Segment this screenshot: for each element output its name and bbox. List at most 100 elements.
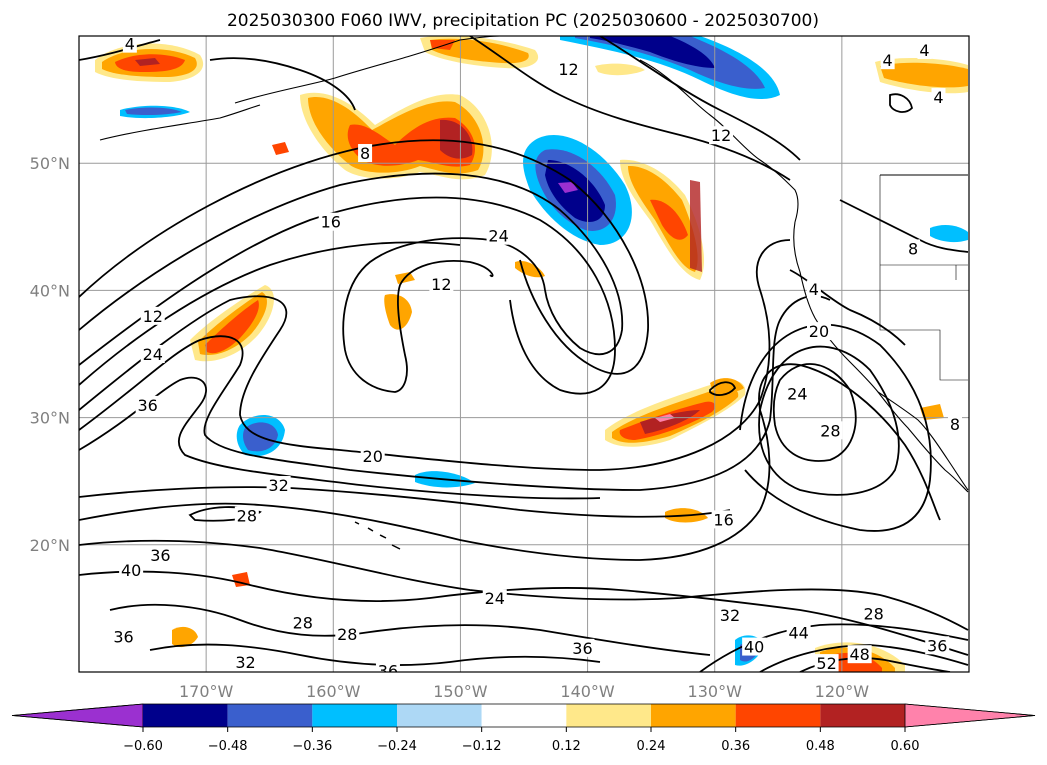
- iwv-contour-line: [79, 139, 649, 375]
- lon-tick-label: 150°W: [433, 682, 488, 701]
- iwv-contour-line: [109, 603, 711, 656]
- iwv-contour-line: [79, 172, 624, 393]
- contour-label-halo: [135, 395, 160, 414]
- contour-label: 24: [485, 589, 505, 608]
- positive-anomaly-blob: [640, 410, 700, 434]
- iwv-contour-line: [188, 506, 262, 522]
- contour-label: 12: [558, 60, 578, 79]
- lon-tick-label: 130°W: [688, 682, 743, 701]
- contour-label: 8: [908, 239, 918, 258]
- contour-label: 40: [121, 561, 141, 580]
- baja-peninsula: [877, 391, 969, 491]
- contour-label-halo: [806, 280, 821, 299]
- contour-label: 28: [237, 507, 257, 526]
- contour-label: 8: [360, 144, 370, 163]
- colorbar-tick-label: −0.36: [292, 739, 332, 754]
- colorbar-cell: [312, 704, 397, 727]
- colorbar-cell: [397, 704, 482, 727]
- contour-label: 36: [572, 639, 592, 658]
- contour-label: 28: [293, 613, 313, 632]
- colorbar-ticks: −0.60 −0.48 −0.36 −0.24 −0.12 0.12 0.24 0.36 0.4…: [123, 727, 919, 754]
- iwv-contour-line: [699, 623, 969, 672]
- contour-label-halo: [140, 306, 165, 325]
- iwv-contour-line: [79, 241, 461, 386]
- contour-label-halo: [717, 605, 742, 624]
- iwv-contour-line: [889, 93, 913, 113]
- contour-label: 36: [927, 636, 947, 655]
- chart-title: 2025030300 F060 IWV, precipitation PC (2…: [227, 11, 819, 31]
- colorbar-tick-label: −0.24: [377, 739, 417, 754]
- latitude-axis: 20°N 30°N 40°N 50°N: [30, 154, 70, 555]
- iwv-contour-line: [79, 539, 969, 631]
- positive-anomaly-blob: [135, 58, 160, 66]
- contour-label-halo: [814, 654, 839, 672]
- iwv-contour-line: [79, 376, 601, 500]
- iwv-contour-line: [79, 196, 616, 395]
- colorbar-tick-label: 0.48: [806, 739, 835, 754]
- colorbar-tick-label: 0.36: [721, 739, 750, 754]
- contour-label: 12: [711, 126, 731, 145]
- colorbar-tick-label: 0.12: [552, 739, 581, 754]
- us-state-borders: [879, 175, 968, 381]
- alaska-panhandle: [639, 59, 799, 223]
- contour-label: 36: [378, 662, 398, 681]
- contour-label: 8: [950, 415, 960, 434]
- iwv-contour-line: [758, 345, 900, 496]
- contour-label: 24: [488, 227, 508, 246]
- contour-label-halo: [906, 239, 921, 258]
- contour-label-halo: [375, 661, 400, 672]
- contour-label-halo: [861, 604, 886, 623]
- colorbar-cell: [651, 704, 736, 727]
- contour-label-halo: [119, 561, 144, 580]
- colorbar-tick-label: 0.24: [637, 739, 666, 754]
- contour-label-halo: [818, 421, 843, 440]
- colorbar-tick-label: −0.60: [123, 739, 163, 754]
- contour-label-halo: [880, 51, 895, 70]
- contour-label: 44: [788, 624, 808, 643]
- contour-label: 32: [235, 653, 255, 672]
- colorbar-cell: [820, 704, 905, 727]
- contour-label: 28: [820, 421, 840, 440]
- aleutian-islands: [99, 104, 261, 141]
- contour-label-halo: [360, 446, 385, 465]
- alaska-coast: [234, 36, 501, 104]
- lat-tick-label: 30°N: [30, 409, 70, 428]
- colorbar-cell: [227, 704, 313, 727]
- contour-label-halo: [709, 126, 734, 145]
- contour-label: 16: [321, 213, 341, 232]
- contour-label-halo: [318, 212, 343, 231]
- negative-anomaly-blob: [930, 225, 968, 243]
- colorbar-cell: [735, 704, 821, 727]
- lon-tick-label: 170°W: [179, 682, 234, 701]
- iwv-contour-line: [739, 323, 932, 532]
- lat-tick-label: 40°N: [30, 281, 70, 300]
- contour-label-halo: [785, 384, 810, 403]
- contour-label: 52: [816, 654, 836, 673]
- contour-label-halo: [482, 589, 507, 608]
- contour-label: 4: [125, 35, 135, 54]
- lon-tick-label: 140°W: [560, 682, 615, 701]
- contour-label-halo: [290, 613, 315, 632]
- negative-anomaly-blob: [590, 36, 715, 68]
- contour-label: 28: [337, 625, 357, 644]
- contour-label: 48: [849, 645, 869, 664]
- colorbar-cell: [481, 704, 567, 727]
- negative-anomaly-blob: [125, 107, 182, 116]
- lat-tick-label: 20°N: [30, 536, 70, 555]
- contour-label-halo: [931, 88, 946, 107]
- map-frame: [78, 35, 970, 673]
- positive-anomaly-blob: [515, 260, 545, 278]
- iwv-contour-line: [79, 570, 969, 656]
- iwv-contour-line: [79, 486, 731, 518]
- colorbar: −0.60 −0.48 −0.36 −0.24 −0.12 0.12 0.24 0.36 0.4…: [11, 703, 1036, 754]
- contour-label-halo: [806, 322, 831, 341]
- contour-label-halo: [786, 623, 811, 642]
- contour-label: 20: [809, 322, 829, 341]
- contour-label: 4: [919, 41, 929, 60]
- contour-label-halo: [111, 627, 136, 646]
- contour-label: 36: [150, 546, 170, 565]
- contour-label: 12: [431, 275, 451, 294]
- contour-label-halo: [917, 40, 932, 59]
- contour-label: 12: [143, 307, 163, 326]
